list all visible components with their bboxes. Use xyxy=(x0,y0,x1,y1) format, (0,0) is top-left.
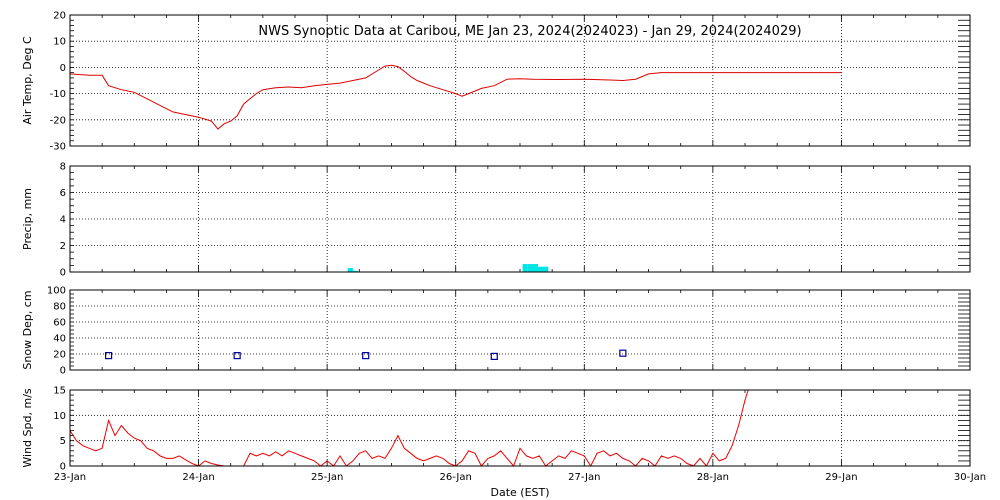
y-tick-label: 4 xyxy=(60,215,66,226)
y-tick-label: 20 xyxy=(53,11,66,22)
panel-frame xyxy=(69,165,971,273)
temperature-line xyxy=(70,64,842,130)
y-tick-label: 2 xyxy=(60,241,66,252)
precip-bar xyxy=(527,264,538,272)
chart-title: NWS Synoptic Data at Caribou, ME Jan 23,… xyxy=(258,24,801,39)
x-tick-label: 30-Jan xyxy=(954,472,986,483)
y-tick-label: 40 xyxy=(53,334,66,345)
y-tick-label: 60 xyxy=(53,318,66,329)
series-group xyxy=(104,349,627,360)
y-axis-label: Precip, mm xyxy=(21,188,34,250)
y-tick-label: 0 xyxy=(60,63,66,74)
panel-1: 20 10 0 -10 -20 -30 Air Temp, Deg C xyxy=(21,11,971,153)
x-axis: 23-Jan 24-Jan 25-Jan 26-Jan 27-Jan 28-Jan 29-J… xyxy=(54,472,986,483)
panel-4: 15 10 5 0 Wind Spd, m/s xyxy=(21,386,971,473)
y-tick-label: 100 xyxy=(47,286,66,297)
y-axis-label: Air Temp, Deg C xyxy=(21,36,34,125)
x-tick-label: 23-Jan xyxy=(54,472,86,483)
precip-bar xyxy=(352,270,358,272)
x-axis-label: Date (EST) xyxy=(490,486,549,499)
y-tick-label: 15 xyxy=(53,386,66,397)
series-group xyxy=(70,390,749,466)
panel-3: 100 80 60 40 20 0 Snow Dep, cm xyxy=(21,286,971,377)
series-group xyxy=(70,64,842,130)
y-axis-label: Snow Dep, cm xyxy=(21,290,34,369)
y-tick-label: 6 xyxy=(60,188,66,199)
y-tick-label: 8 xyxy=(60,162,66,173)
panel-frame xyxy=(69,389,971,467)
y-tick-label: -30 xyxy=(50,142,66,153)
y-tick-label: 0 xyxy=(60,268,66,279)
x-tick-label: 27-Jan xyxy=(568,472,600,483)
y-tick-label: 10 xyxy=(53,411,66,422)
snow-depth-point xyxy=(104,352,113,360)
y-tick-label: 0 xyxy=(60,366,66,377)
series-group xyxy=(347,264,549,272)
x-tick-label: 24-Jan xyxy=(182,472,214,483)
snow-depth-point xyxy=(362,352,370,360)
precip-bar xyxy=(347,268,353,272)
x-tick-label: 29-Jan xyxy=(825,472,857,483)
panel-2: 8 6 4 2 0 Precip, mm xyxy=(21,162,971,279)
y-tick-label: 5 xyxy=(60,436,66,447)
panel-frame xyxy=(69,289,971,371)
precip-bar xyxy=(522,264,528,272)
y-axis-label: Wind Spd, m/s xyxy=(21,388,34,468)
x-tick-label: 25-Jan xyxy=(311,472,343,483)
x-tick-label: 26-Jan xyxy=(440,472,472,483)
y-tick-label: -10 xyxy=(50,89,66,100)
snow-depth-point xyxy=(233,352,241,360)
y-tick-label: 0 xyxy=(60,462,66,473)
y-tick-label: 20 xyxy=(53,350,66,361)
panel-frame xyxy=(69,14,971,147)
wind-speed-line xyxy=(70,390,749,466)
y-tick-label: -20 xyxy=(50,115,66,126)
snow-depth-point xyxy=(490,352,498,360)
y-tick-label: 10 xyxy=(53,37,66,48)
x-tick-label: 28-Jan xyxy=(697,472,729,483)
precip-bar xyxy=(538,266,549,272)
snow-depth-point xyxy=(619,349,627,357)
y-tick-label: 80 xyxy=(53,302,66,313)
